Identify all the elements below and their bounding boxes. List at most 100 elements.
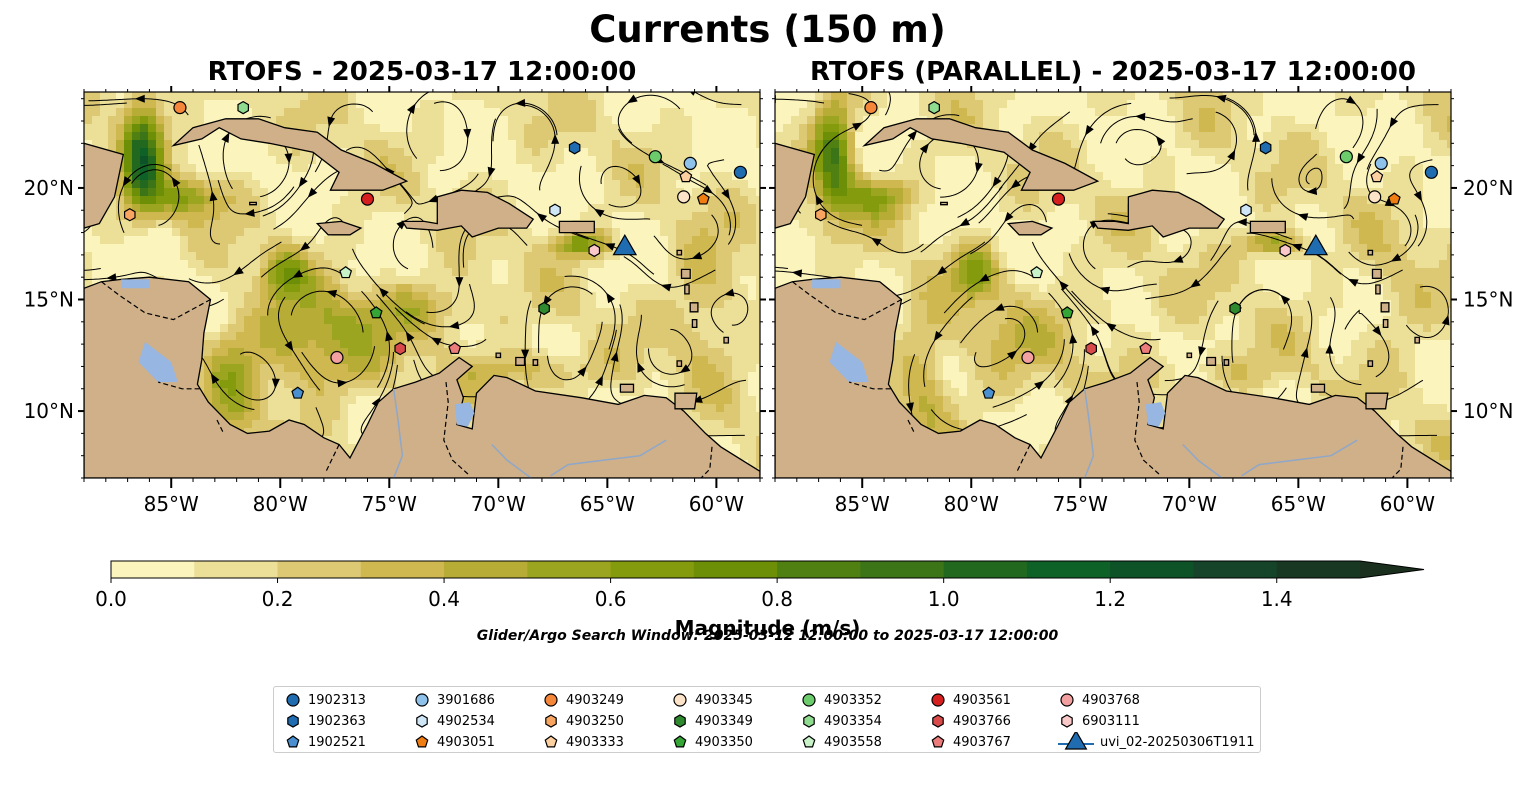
platform-4903558 [1030,265,1044,279]
lake-polygon [829,341,869,383]
colorbar-bin [194,561,279,578]
land-polygon [532,359,539,366]
x-tick-label: 75°W [1053,492,1108,516]
y-tick-label: 20°N [1463,176,1513,200]
land-polygon [775,142,816,229]
legend-marker [544,735,558,748]
legend-item-4903354: 4903354 [800,711,882,731]
hexagon-marker-icon [287,714,299,728]
platform-4903349 [1229,301,1241,316]
platform-3901686 [683,156,697,170]
land-polygon [1414,336,1421,344]
country-border [1016,444,1031,472]
legend-marker [673,693,687,707]
triangle-marker-icon [1058,732,1094,750]
legend-marker [286,693,300,707]
legend-item-4903767: 4903767 [929,732,1011,752]
legend-label: 4903350 [695,734,753,750]
land-polygon [619,383,635,393]
legend-item-4903352: 4903352 [800,690,882,710]
legend-marker [287,714,299,728]
legend-marker [932,714,944,728]
colorbar-bin [777,561,861,578]
legend-label: 6903111 [1082,713,1140,729]
x-tick-label: 85°W [835,492,890,516]
colorbar-outline [110,560,1425,579]
legend-label: 4903767 [953,734,1011,750]
land-polygon [1249,220,1286,234]
land-polygon [1367,360,1374,368]
platform-1902363 [1259,141,1272,155]
legend-marker [544,693,558,707]
lake-polygon [1145,402,1166,427]
hexagon-marker-icon [803,714,815,728]
platform-1902521 [982,386,996,399]
platform-4903345 [677,190,691,204]
country-border [325,444,340,472]
legend-marker [674,714,686,728]
y-tick-label: 15°N [1463,288,1513,312]
colorbar-bin [1276,561,1361,578]
country-border [216,419,225,434]
pentagon-marker-icon [544,735,558,748]
legend-label: 4903051 [437,734,495,750]
platform-4903250 [124,208,136,222]
land-polygon [676,360,683,368]
country-border [443,382,471,477]
country-border [907,419,916,434]
hexagon-marker-icon [1061,714,1073,728]
land-masses [84,118,760,478]
river-line [1083,388,1095,478]
land-polygon [1006,220,1054,236]
y-tick-label: 10°N [24,399,74,423]
x-tick-label: 70°W [471,492,526,516]
platform-4903350 [369,306,383,319]
land-polygon [558,220,595,234]
legend-label: 4903558 [824,734,882,750]
colorbar-tick-label: 1.2 [1094,587,1126,611]
legend-marker [802,693,816,707]
platform-4903333 [1370,170,1384,183]
platform-4903349 [538,301,550,316]
legend-marker [415,693,429,707]
platform-4902534 [1240,203,1252,217]
platform-1902363 [568,141,581,155]
land-polygon [249,201,257,206]
x-tick-label: 60°W [689,492,744,516]
land-polygon [495,352,502,359]
platform-1902521 [291,386,305,399]
river-line [491,443,532,478]
legend-marker [415,735,429,748]
land-polygon [1223,359,1230,366]
legend-item-uvi_02-20250306T1911: uvi_02-20250306T1911 [1058,732,1254,752]
colorbar-bin [860,561,945,578]
colorbar-bin [1110,561,1194,578]
legend-label: uvi_02-20250306T1911 [1100,734,1255,750]
platform-1902313 [1424,165,1438,179]
x-tick-label: 80°W [944,492,999,516]
legend-label: 4903333 [566,734,624,750]
legend-label: 4903766 [953,713,1011,729]
y-tick-label: 20°N [24,176,74,200]
legend-marker [1060,693,1074,707]
platform-4903345 [1368,190,1382,204]
platform-4903352 [648,150,662,164]
land-polygon [1382,318,1389,329]
colorbar-bin [527,561,612,578]
colorbar-bin [943,561,1028,578]
lake-polygon [138,341,178,383]
pentagon-marker-icon [673,735,687,748]
land-polygon [1206,356,1217,366]
platform-4903561 [1051,192,1066,206]
legend-marker [803,714,815,728]
search-window-note: Glider/Argo Search Window: 2025-03-12 12… [476,628,1059,644]
legend-label: 1902521 [308,734,366,750]
legend-item-4903768: 4903768 [1058,690,1140,710]
map-panel-2: 85°W 80°W 75°W 70°W 65°W 60°W 10°N 15°N 20°N [769,86,1513,516]
lake-polygon [121,279,150,289]
colorbar: 0.0 0.2 0.4 0.6 0.8 1.0 1.2 1.4 [95,560,1425,611]
platform-4903051 [696,192,710,205]
pentagon-marker-icon [931,735,945,748]
river-line [1241,439,1358,477]
legend-item-4903766: 4903766 [929,711,1011,731]
